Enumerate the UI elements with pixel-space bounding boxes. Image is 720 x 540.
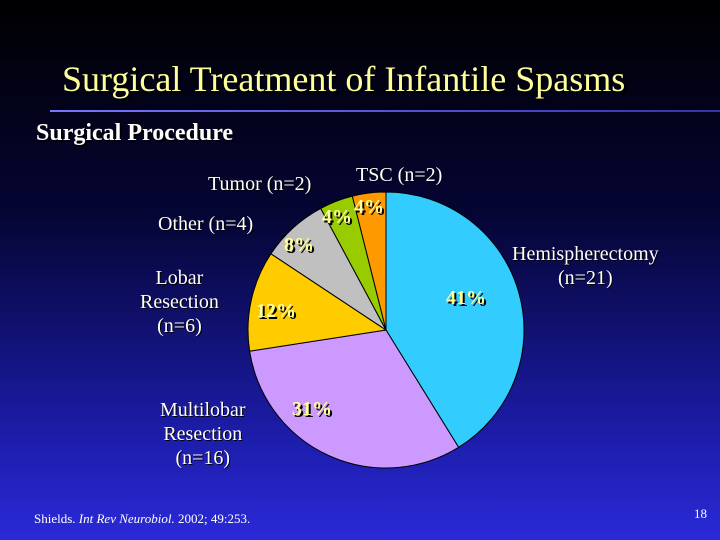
percent-label-tsc: 4% xyxy=(354,196,384,218)
slide-number: 18 xyxy=(694,506,707,521)
title-divider xyxy=(50,110,720,112)
chart-subtitle: Surgical Procedure xyxy=(36,120,234,146)
category-label-tsc: TSC (n=2) xyxy=(356,164,443,186)
percent-label-other: 8% xyxy=(284,234,314,256)
pie-slice-multilobar-resection xyxy=(249,329,460,469)
pie-slice-hemispherectomy xyxy=(385,191,525,449)
slide-title: Surgical Treatment of Infantile Spasms xyxy=(62,59,626,99)
category-label-other: Other (n=4) xyxy=(158,213,254,235)
pie-slice-tsc xyxy=(351,191,387,331)
percent-label-multilobar: 31% xyxy=(292,398,332,420)
category-label-tumor: Tumor (n=2) xyxy=(208,173,312,195)
category-label-lobar: Lobar Resection (n=6) xyxy=(140,267,219,337)
percent-label-tumor: 4% xyxy=(322,206,352,228)
pie-slices xyxy=(247,191,525,469)
percent-label-lobar: 12% xyxy=(256,300,296,322)
category-label-hemispherectomy: Hemispherectomy (n=21) xyxy=(512,243,659,289)
percent-label-hemispherectomy: 41% xyxy=(446,287,486,309)
pie-slice-lobar-resection xyxy=(247,253,388,352)
citation: Shields. Int Rev Neurobiol. 2002; 49:253… xyxy=(34,511,251,526)
category-label-multilobar: Multilobar Resection (n=16) xyxy=(160,399,246,469)
